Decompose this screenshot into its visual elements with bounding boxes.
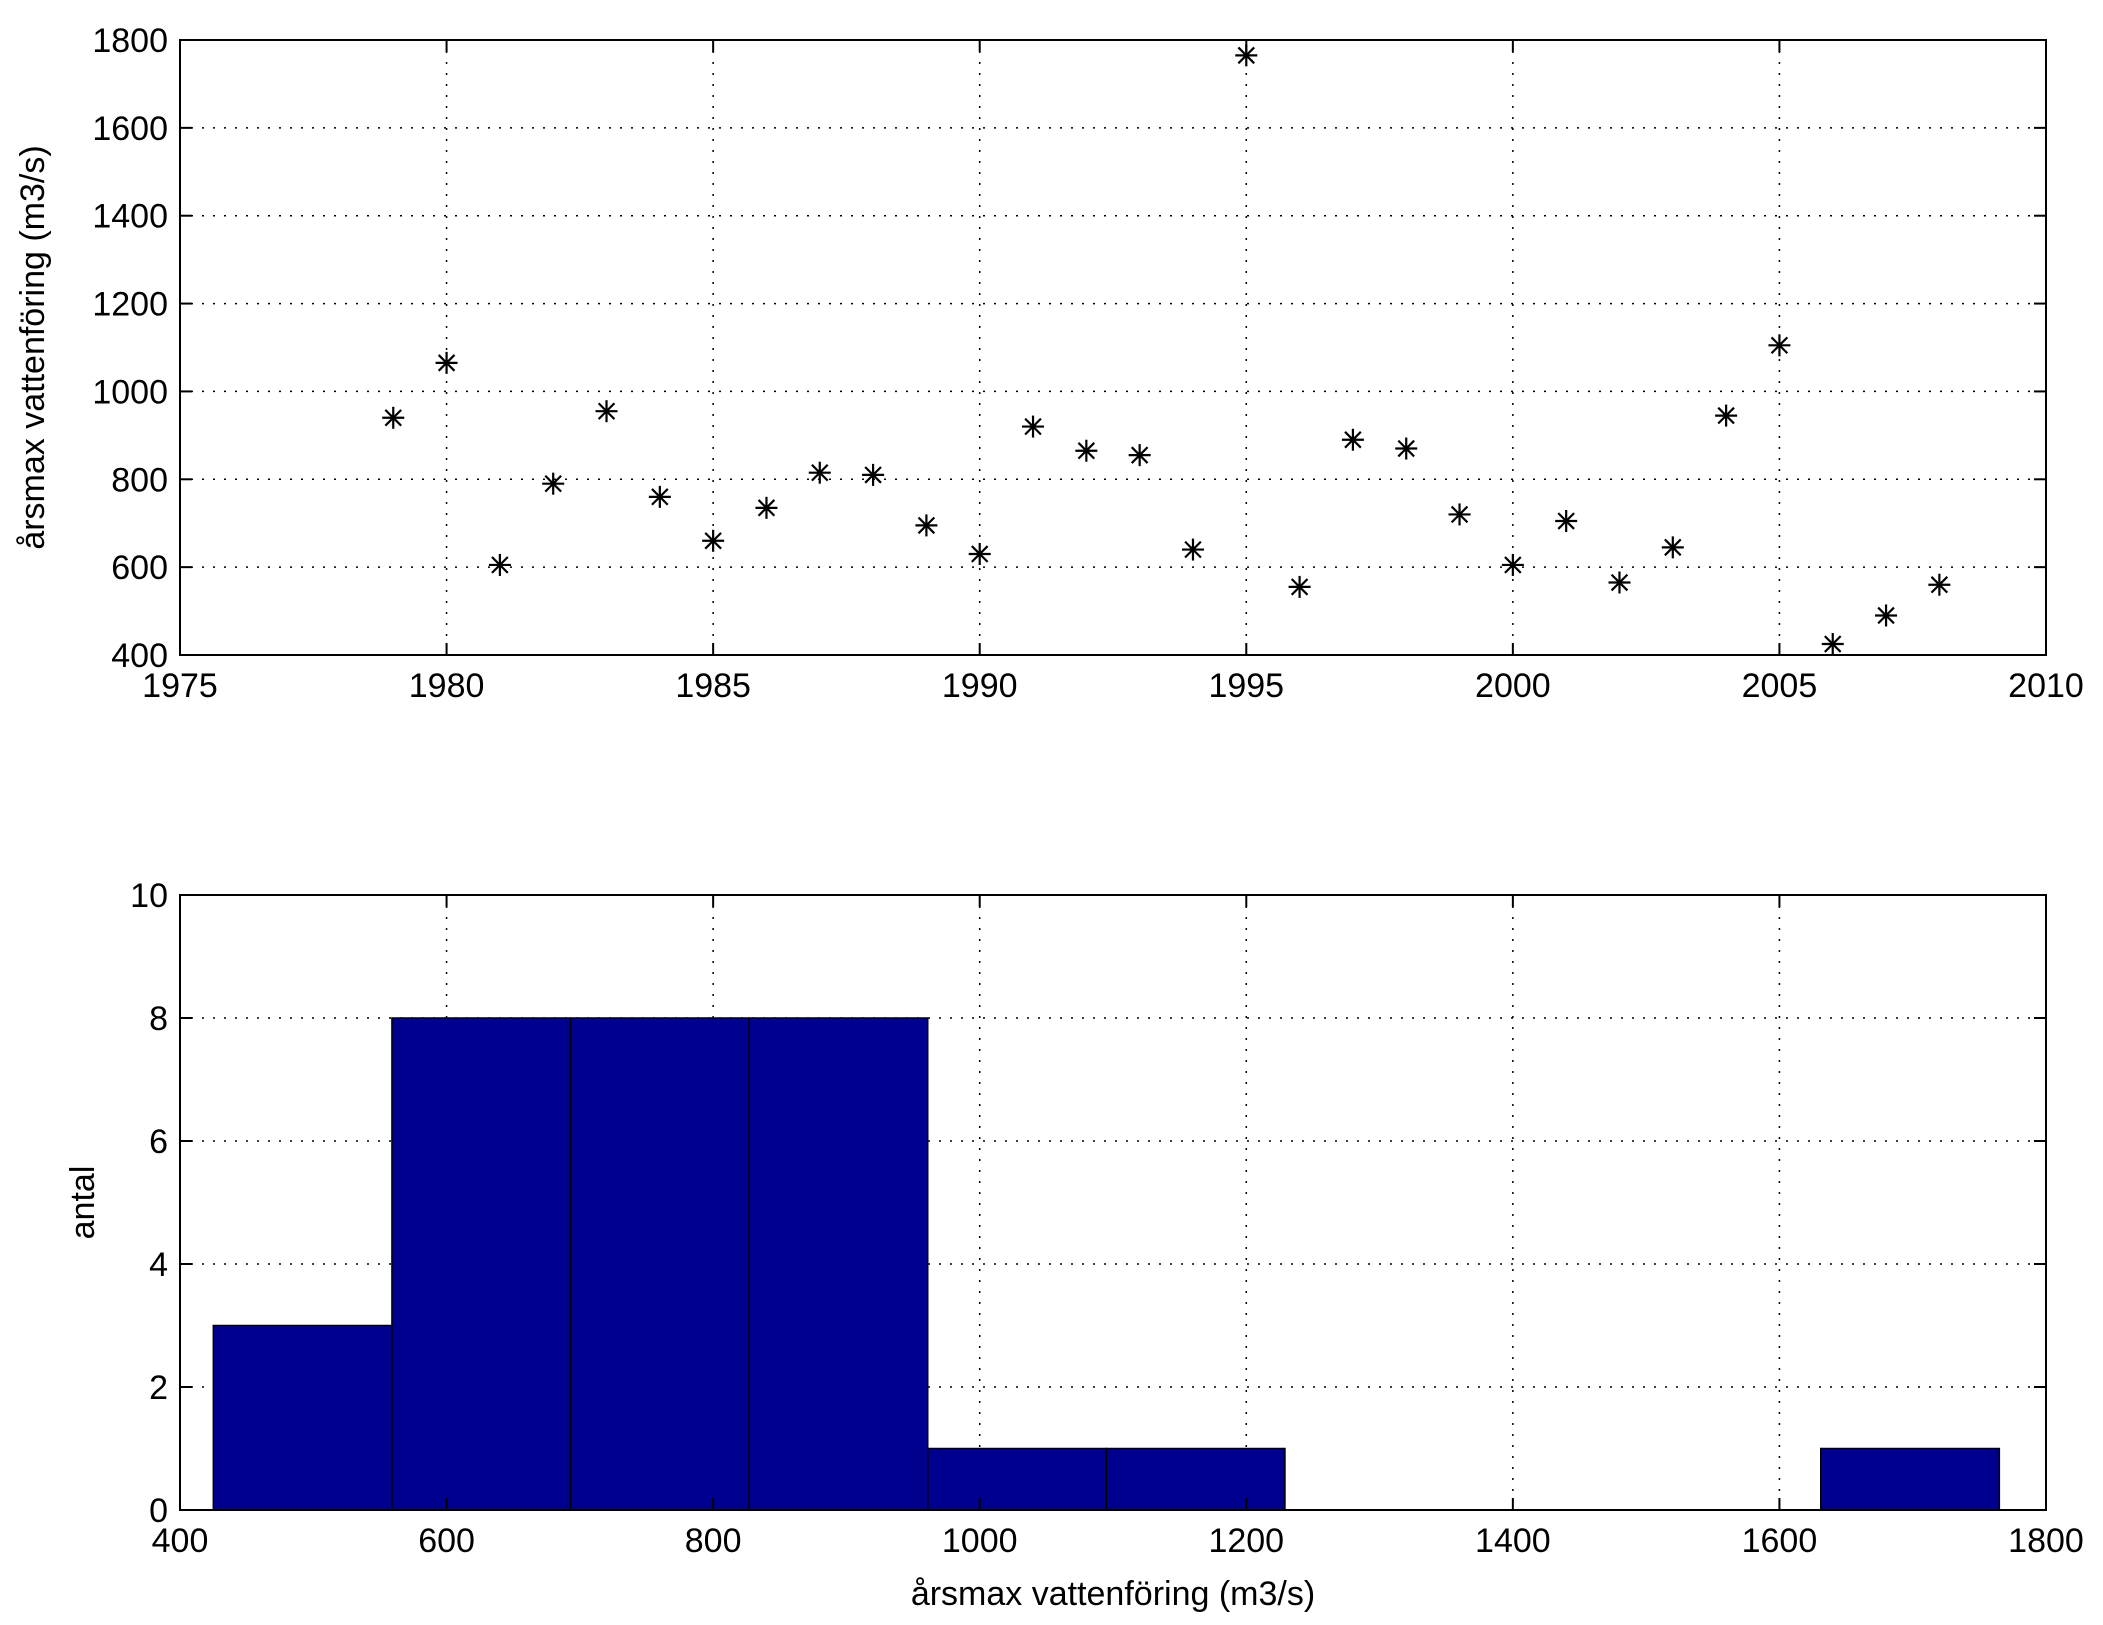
histogram-x-tick-label: 800 (685, 1522, 742, 1560)
histogram-ticks: 400 600 800 1000 1200 1400 1600 1800 0 2 4 6 8 10 (130, 877, 2084, 1560)
scatter-y-tick-label: 1400 (92, 198, 168, 236)
scatter-point (1022, 415, 1045, 438)
scatter-point (1715, 404, 1738, 427)
histogram-y-tick-label: 8 (149, 1000, 168, 1038)
scatter-point (1395, 437, 1418, 460)
histogram-x-tick-label: 1800 (2008, 1522, 2084, 1560)
scatter-point (1501, 553, 1524, 576)
scatter-ticks: 1975 1980 1985 1990 1995 2000 2005 2010 400 600 80… (92, 22, 2083, 705)
scatter-points (382, 44, 1951, 656)
scatter-axes-box (179, 39, 2047, 656)
scatter-x-tick-label: 1985 (675, 667, 751, 705)
scatter-point (435, 351, 458, 374)
scatter-x-tick-label: 1975 (142, 667, 218, 705)
scatter-point (968, 542, 991, 565)
scatter-x-tick-label: 1995 (1208, 667, 1284, 705)
scatter-y-tick-label: 800 (111, 461, 168, 499)
scatter-point (542, 472, 565, 495)
histogram-x-axis-label: årsmax vattenföring (m3/s) (911, 1575, 1315, 1613)
histogram-bar (391, 1017, 572, 1511)
scatter-panel: 1975 1980 1985 1990 1995 2000 2005 2010 400 600 80… (14, 22, 2084, 705)
histogram-y-tick-label: 2 (149, 1369, 168, 1407)
scatter-y-tick-label: 1600 (92, 110, 168, 148)
histogram-bar (1105, 1447, 1286, 1511)
scatter-y-tick-label: 1000 (92, 373, 168, 411)
histogram-x-tick-label: 400 (152, 1522, 209, 1560)
scatter-x-tick-label: 1980 (409, 667, 485, 705)
histogram-bar (926, 1447, 1108, 1511)
histogram-x-tick-label: 1400 (1475, 1522, 1551, 1560)
scatter-point (1128, 444, 1151, 467)
scatter-point (1075, 439, 1098, 462)
scatter-y-tick-label: 1200 (92, 286, 168, 324)
scatter-point (648, 485, 671, 508)
scatter-point (1448, 503, 1471, 526)
scatter-point (1821, 633, 1844, 656)
scatter-y-axis-label: årsmax vattenföring (m3/s) (14, 145, 52, 549)
scatter-x-tick-label: 2005 (1742, 667, 1818, 705)
scatter-point (862, 463, 885, 486)
histogram-y-tick-label: 4 (149, 1246, 168, 1284)
histogram-bar (569, 1017, 750, 1511)
histogram-y-tick-label: 6 (149, 1123, 168, 1161)
scatter-point (1608, 571, 1631, 594)
scatter-point (1288, 575, 1311, 598)
histogram-bar (1819, 1447, 2001, 1511)
histogram-x-tick-label: 1200 (1208, 1522, 1284, 1560)
histogram-bar (212, 1324, 393, 1511)
scatter-y-tick-label: 400 (111, 637, 168, 675)
histogram-y-axis-label: antal (64, 1166, 102, 1240)
histogram-panel: 400 600 800 1000 1200 1400 1600 1800 0 2 4 6 8 10 ant… (64, 877, 2084, 1613)
scatter-point (595, 400, 618, 423)
scatter-point (755, 496, 778, 519)
histogram-x-tick-label: 1600 (1742, 1522, 1818, 1560)
scatter-y-tick-label: 600 (111, 549, 168, 587)
scatter-y-tick-label: 1800 (92, 22, 168, 60)
histogram-x-tick-label: 1000 (942, 1522, 1018, 1560)
histogram-y-tick-label: 10 (130, 877, 168, 915)
scatter-point (1928, 573, 1951, 596)
scatter-point (702, 529, 725, 552)
scatter-x-tick-label: 2000 (1475, 667, 1551, 705)
scatter-x-tick-label: 2010 (2008, 667, 2084, 705)
scatter-point (1181, 538, 1204, 561)
scatter-point (915, 514, 938, 537)
scatter-point (808, 461, 831, 484)
scatter-point (1341, 428, 1364, 451)
scatter-point (1661, 536, 1684, 559)
scatter-point (382, 406, 405, 429)
scatter-point (488, 553, 511, 576)
histogram-bar (748, 1017, 929, 1511)
histogram-axes-box (179, 894, 2047, 1511)
histogram-x-tick-label: 600 (418, 1522, 475, 1560)
histogram-y-tick-label: 0 (149, 1492, 168, 1530)
scatter-point (1875, 604, 1898, 627)
scatter-point (1555, 510, 1578, 533)
scatter-x-tick-label: 1990 (942, 667, 1018, 705)
scatter-point (1768, 334, 1791, 357)
